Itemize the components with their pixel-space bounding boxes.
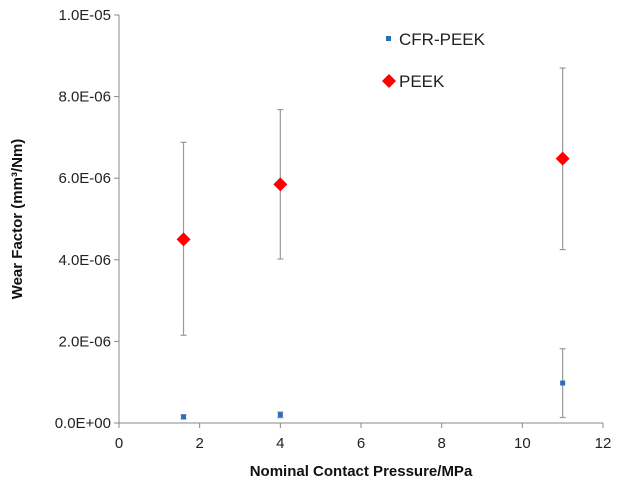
x-tick-label: 6 [357,435,365,452]
legend-marker-peek [382,74,396,88]
axes [118,15,603,424]
ticks [114,14,604,428]
point-peek [555,151,570,166]
point-cfr-peek [277,412,283,418]
x-tick-label: 2 [195,435,203,452]
y-tick-label: 4.0E-06 [58,252,111,269]
x-tick-label: 0 [115,435,123,452]
legend: CFR-PEEK PEEK [382,30,486,91]
legend-marker-cfr-peek [386,36,391,41]
x-axis-title: Nominal Contact Pressure/MPa [250,463,473,480]
x-tick-label: 12 [595,435,612,452]
point-cfr-peek [560,380,566,386]
y-tick-label: 2.0E-06 [58,333,111,350]
error-bars [180,67,566,420]
point-cfr-peek [181,414,187,420]
y-tick-label: 1.0E-05 [58,7,111,24]
tick-labels: 0 2 4 6 8 10 12 0.0E+00 2.0E-06 4.0E-06 6.0E-06 8.0… [55,7,612,452]
x-tick-label: 10 [514,435,531,452]
point-peek [176,232,191,247]
y-tick-label: 6.0E-06 [58,170,111,187]
x-tick-label: 8 [437,435,445,452]
point-peek [273,177,288,192]
y-tick-label: 8.0E-06 [58,89,111,106]
y-tick-label: 0.0E+00 [55,415,111,432]
data-points [176,151,570,420]
y-axis-title: Wear Factor (mm³/Nm) [9,139,26,300]
legend-label-cfr-peek: CFR-PEEK [399,30,486,49]
legend-label-peek: PEEK [399,72,445,91]
x-tick-label: 4 [276,435,284,452]
